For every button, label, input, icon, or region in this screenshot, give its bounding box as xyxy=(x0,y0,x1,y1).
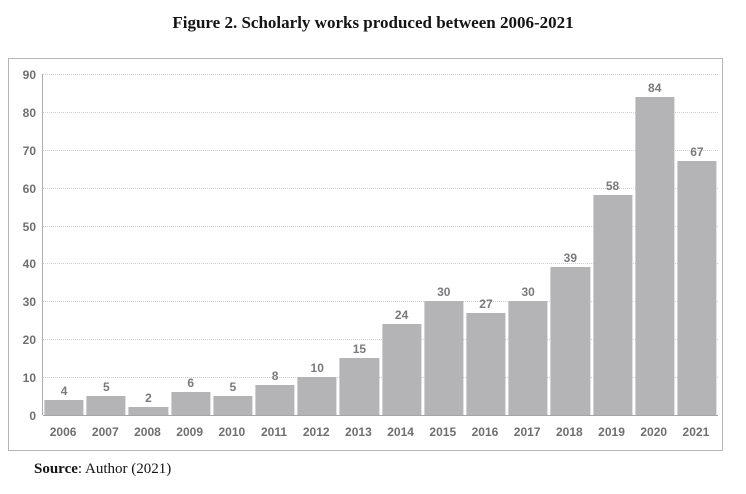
y-tick-label-40: 40 xyxy=(22,257,36,272)
bar-slot-2010: 5 xyxy=(212,74,254,415)
x-tick-label-2015: 2015 xyxy=(429,425,457,439)
bar-2011 xyxy=(255,384,295,415)
x-tick-label-2021: 2021 xyxy=(682,425,710,439)
bar-slot-2020: 84 xyxy=(634,74,676,415)
chart-frame: 0 10 20 30 40 50 60 70 80 90 4 5 2 6 5 8 10 15 24 30 27 30 39… xyxy=(8,58,723,451)
plot-area: 4 5 2 6 5 8 10 15 24 30 27 30 39 58 84 67 xyxy=(42,74,718,416)
bar-slot-2018: 39 xyxy=(549,74,591,415)
gridline-20 xyxy=(43,339,718,341)
bar-slot-2015: 30 xyxy=(423,74,465,415)
y-tick-label-50: 50 xyxy=(22,219,36,234)
bar-slot-2013: 15 xyxy=(338,74,380,415)
y-tick-label-10: 10 xyxy=(22,371,36,386)
bar-value-label-2013: 15 xyxy=(352,342,367,357)
y-tick-label-70: 70 xyxy=(22,143,36,158)
bar-slot-2011: 8 xyxy=(254,74,296,415)
bar-2017 xyxy=(508,301,548,415)
y-tick-label-30: 30 xyxy=(22,295,36,310)
bar-2008 xyxy=(128,407,169,415)
x-tick-label-2011: 2011 xyxy=(261,425,288,439)
gridline-60 xyxy=(43,187,718,189)
gridline-90 xyxy=(43,74,718,75)
x-tick-label-2006: 2006 xyxy=(49,425,77,439)
bar-slot-2012: 10 xyxy=(296,74,338,415)
gridline-40 xyxy=(43,263,718,265)
x-tick-label-2008: 2008 xyxy=(134,425,161,439)
x-axis-tick-labels: 2006 2007 2008 2009 2010 2011 2012 2013 2014 2015… xyxy=(42,416,717,448)
bar-2006 xyxy=(44,399,84,415)
x-tick-label-2007: 2007 xyxy=(91,425,119,439)
gridline-50 xyxy=(43,225,718,227)
bar-value-label-2006: 4 xyxy=(60,383,68,398)
gridline-70 xyxy=(43,149,718,151)
x-tick-label-2010: 2010 xyxy=(218,425,246,439)
bar-value-label-2021: 67 xyxy=(690,145,704,160)
bar-value-label-2017: 30 xyxy=(521,285,535,300)
bar-slot-2019: 58 xyxy=(591,74,633,415)
source-text: : Author (2021) xyxy=(77,461,172,477)
bar-slot-2008: 2 xyxy=(127,74,169,415)
figure-title: Figure 2. Scholarly works produced betwe… xyxy=(172,13,574,32)
x-tick-label-2019: 2019 xyxy=(598,425,625,439)
bar-value-label-2018: 39 xyxy=(563,251,578,266)
bar-slot-2007: 5 xyxy=(85,74,127,415)
bar-2020 xyxy=(635,96,675,415)
x-tick-label-2009: 2009 xyxy=(176,425,203,439)
bar-slot-2014: 24 xyxy=(381,74,423,415)
x-tick-label-2018: 2018 xyxy=(555,425,583,439)
source-note: Source: Author (2021) xyxy=(34,461,171,478)
gridline-30 xyxy=(43,301,718,303)
bar-2021 xyxy=(677,161,717,415)
gridline-10 xyxy=(43,377,718,379)
x-axis-line xyxy=(43,415,718,416)
bar-value-label-2007: 5 xyxy=(102,380,110,395)
bar-slot-2017: 30 xyxy=(507,74,549,415)
bar-value-label-2012: 10 xyxy=(310,361,324,376)
bar-slot-2006: 4 xyxy=(43,74,85,415)
bar-2009 xyxy=(171,392,211,415)
y-tick-label-60: 60 xyxy=(22,181,36,196)
x-tick-label-2016: 2016 xyxy=(471,425,499,439)
bar-2018 xyxy=(550,267,590,415)
y-tick-label-80: 80 xyxy=(22,105,36,120)
bar-value-label-2015: 30 xyxy=(437,285,451,300)
bar-2010 xyxy=(213,396,253,415)
x-tick-label-2012: 2012 xyxy=(302,425,330,439)
y-axis-tick-labels: 0 10 20 30 40 50 60 70 80 90 xyxy=(11,68,38,423)
bar-value-label-2020: 84 xyxy=(648,80,662,95)
bar-value-label-2008: 2 xyxy=(145,391,152,406)
bar-value-label-2016: 27 xyxy=(479,296,493,311)
gridline-80 xyxy=(43,111,718,113)
source-label: Source xyxy=(34,461,78,477)
bar-2015 xyxy=(424,301,464,415)
x-tick-label-2014: 2014 xyxy=(387,425,414,439)
x-tick-label-2017: 2017 xyxy=(513,425,541,439)
bar-2014 xyxy=(382,324,422,415)
bar-slot-2016: 27 xyxy=(465,74,507,415)
bar-value-label-2010: 5 xyxy=(229,380,237,395)
x-tick-label-2013: 2013 xyxy=(345,425,372,439)
y-tick-label-20: 20 xyxy=(22,333,36,348)
y-tick-label-0: 0 xyxy=(29,409,36,423)
bar-2019 xyxy=(592,195,633,415)
bar-slot-2009: 6 xyxy=(170,74,212,415)
bar-2012 xyxy=(297,377,337,415)
bar-2007 xyxy=(86,396,126,415)
bar-slot-2021: 67 xyxy=(676,74,718,415)
bar-value-label-2009: 6 xyxy=(187,376,194,391)
bar-value-label-2011: 8 xyxy=(271,368,279,383)
bar-value-label-2014: 24 xyxy=(394,308,409,323)
x-tick-label-2020: 2020 xyxy=(640,425,668,439)
bar-2016 xyxy=(466,312,506,415)
bar-2013 xyxy=(339,358,379,415)
bar-value-label-2019: 58 xyxy=(605,179,620,194)
y-tick-label-90: 90 xyxy=(22,68,36,82)
